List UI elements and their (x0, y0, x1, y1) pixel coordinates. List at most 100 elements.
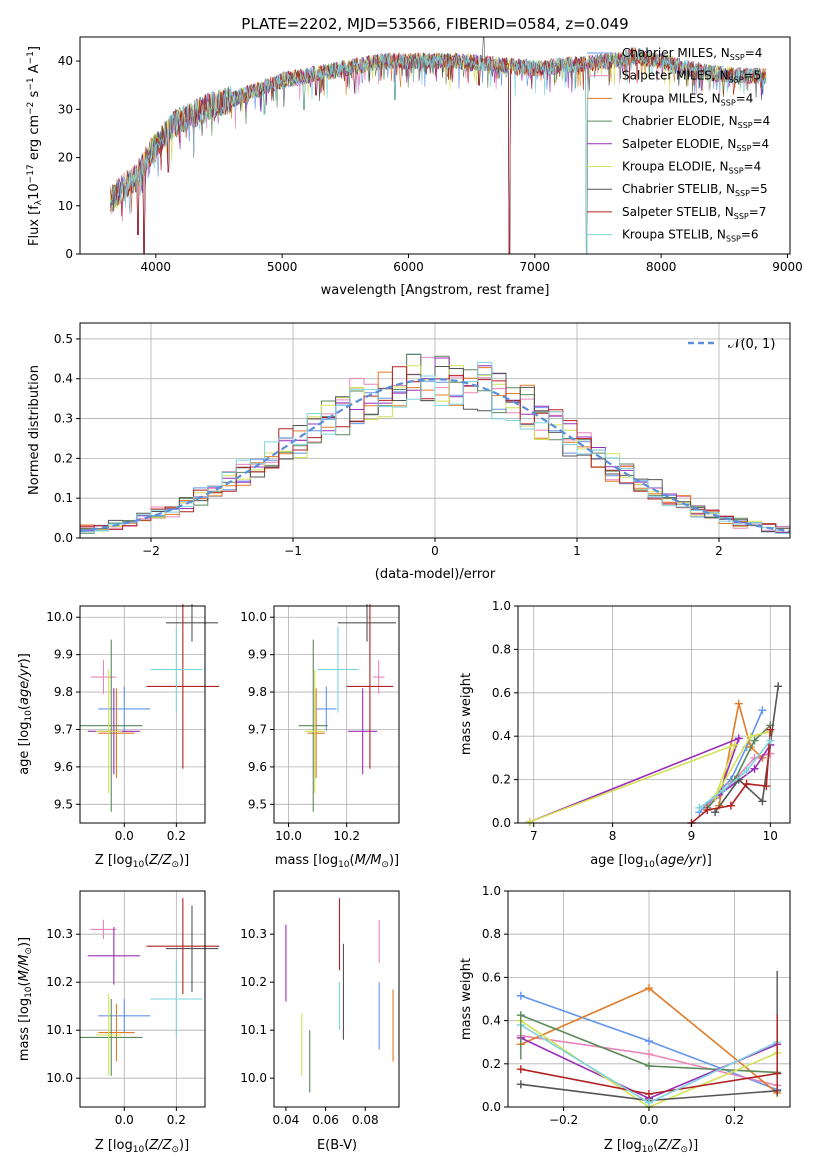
legend-entry: Kroupa STELIB, NSSP=6 (622, 228, 759, 244)
weight-z-marker (645, 1061, 653, 1070)
residual-panel: −2 −1 0 1 2 0.0 0.1 0.2 0.3 0.4 0.5 (data-model)/… (27, 322, 791, 582)
y-tick-label: 10.3 (240, 927, 267, 941)
y-tick-label: 9.7 (54, 722, 73, 736)
x-tick-label: 5000 (267, 260, 298, 274)
mass-vs-z-plot-area (80, 898, 220, 1076)
weight-vs-age-frame (517, 605, 791, 824)
x-tick-label: −2 (142, 544, 160, 558)
age-vs-mass-frame (273, 605, 400, 824)
x-tick-label: 0.0 (115, 829, 134, 843)
x-tick-label: 10.0 (275, 829, 302, 843)
age-vs-z-grid (80, 606, 205, 823)
weight-marker (766, 736, 775, 745)
mass-vs-ebv-panel: 0.04 0.06 0.08 10.0 10.1 10.2 10.3 E(B-V) (240, 890, 400, 1153)
weight-marker (758, 706, 767, 715)
y-tick-label: 0.8 (482, 927, 501, 941)
residual-y-ticks: 0.0 0.1 0.2 0.3 0.4 0.5 (54, 332, 80, 545)
x-tick-label: 0.04 (273, 1113, 300, 1127)
y-tick-label: 9.6 (54, 760, 73, 774)
y-tick-label: 10.0 (46, 610, 73, 624)
weight-z-marker (516, 1080, 525, 1089)
age-vs-z-x-ticks: 0.0 0.2 (115, 823, 186, 843)
mass-vs-z-frame (79, 890, 206, 1108)
age-vs-z-y-label: age [log10(age/yr)] (17, 653, 34, 775)
x-tick-label: 8000 (646, 260, 677, 274)
mass-vs-ebv-y-ticks: 10.0 10.1 10.2 10.3 (240, 927, 274, 1085)
y-tick-label: 10 (58, 199, 73, 213)
x-tick-label: 0.06 (312, 1113, 339, 1127)
y-tick-label: 0.4 (492, 729, 511, 743)
y-tick-label: 10.3 (46, 927, 73, 941)
mass-vs-ebv-x-label: E(B-V) (317, 1138, 357, 1153)
residual-grid (80, 323, 790, 539)
weight-vs-z-y-ticks: 0.0 0.2 0.4 0.6 0.8 1.0 (482, 884, 508, 1114)
y-tick-label: 9.5 (248, 797, 267, 811)
weight-marker (774, 682, 783, 691)
y-tick-label: 0.0 (482, 1100, 501, 1114)
y-tick-label: 0.3 (54, 412, 73, 426)
y-tick-label: 10.0 (240, 1071, 267, 1085)
weight-vs-age-x-label: age [log10(age/yr)] (590, 853, 712, 870)
age-vs-mass-x-ticks: 10.0 10.2 (275, 823, 360, 843)
y-tick-label: 0.6 (492, 686, 511, 700)
weight-marker (718, 786, 727, 795)
y-tick-label: 10.2 (240, 975, 267, 989)
y-tick-label: 0.4 (482, 1014, 501, 1028)
x-tick-label: 4000 (141, 260, 172, 274)
weight-vs-z-panel: −0.2 0.0 0.2 0.0 0.2 0.4 0.6 0.8 1.0 Z [log10(Z… (459, 884, 791, 1155)
age-vs-mass-panel: 10.0 10.2 9.5 9.6 9.7 9.8 9.9 10.0 mass [log10… (240, 604, 400, 870)
legend-entry: Salpeter MILES, NSSP=5 (622, 69, 761, 85)
weight-marker (750, 736, 759, 745)
y-tick-label: 40 (58, 54, 73, 68)
x-tick-label: 7 (530, 829, 538, 843)
y-tick-label: 9.8 (248, 685, 267, 699)
residual-x-ticks: −2 −1 0 1 2 (142, 538, 723, 558)
weight-marker (525, 817, 534, 826)
y-tick-label: 9.6 (248, 760, 267, 774)
weight-marker (746, 732, 755, 741)
x-tick-label: 2 (715, 544, 723, 558)
weight-vs-age-y-label: mass weight (459, 673, 474, 755)
y-tick-label: 0.2 (492, 773, 511, 787)
weight-z-marker (645, 1050, 653, 1059)
weight-z-marker (645, 1037, 653, 1046)
x-tick-label: 0.2 (167, 1113, 186, 1127)
weight-line-kroupa-miles (718, 703, 763, 806)
weight-z-marker (645, 1098, 653, 1107)
x-tick-label: 10 (763, 829, 778, 843)
normal-curve (79, 378, 791, 533)
normal-legend-label: 𝒩(0, 1) (728, 337, 775, 352)
x-tick-label: 9 (688, 829, 696, 843)
legend-entry: Chabrier ELODIE, NSSP=4 (622, 114, 770, 130)
y-tick-label: 9.8 (54, 685, 73, 699)
y-tick-label: 30 (58, 102, 73, 116)
age-vs-z-plot-area (80, 604, 220, 812)
spectrum-plot-area (110, 36, 767, 255)
legend-entry: Salpeter STELIB, NSSP=7 (622, 205, 766, 221)
x-tick-label: 9000 (772, 260, 803, 274)
weight-vs-age-x-ticks: 7 8 9 10 (530, 823, 778, 843)
x-tick-label: 0.0 (639, 1113, 658, 1127)
weight-marker (766, 749, 775, 758)
y-tick-label: 0.0 (54, 531, 73, 545)
age-vs-z-panel: 0.0 0.2 9.5 9.6 9.7 9.8 9.9 10.0 Z [log10(Z/Z⊙… (17, 604, 220, 870)
y-tick-label: 9.7 (248, 722, 267, 736)
y-tick-label: 0 (65, 247, 73, 261)
x-tick-label: 0.2 (725, 1113, 744, 1127)
weight-marker (734, 734, 743, 743)
y-tick-label: 0.2 (54, 451, 73, 465)
x-tick-label: 6000 (393, 260, 424, 274)
weight-z-marker (645, 984, 653, 993)
weight-z-marker (516, 1065, 525, 1074)
spectrum-y-ticks: 0 10 20 30 40 (58, 54, 80, 261)
y-tick-label: 0.5 (54, 332, 73, 346)
y-tick-label: 10.0 (46, 1071, 73, 1085)
y-tick-label: 0.1 (54, 491, 73, 505)
weight-vs-z-y-label: mass weight (459, 958, 474, 1040)
spectrum-x-ticks: 4000 5000 6000 7000 8000 9000 (141, 254, 803, 274)
spectrum-x-label: wavelength [Angstrom, rest frame] (321, 283, 550, 298)
weight-marker (711, 808, 720, 817)
legend-entry: Kroupa MILES, NSSP=4 (622, 91, 753, 107)
y-tick-label: 0.4 (54, 372, 73, 386)
mass-vs-z-grid (80, 891, 205, 1107)
